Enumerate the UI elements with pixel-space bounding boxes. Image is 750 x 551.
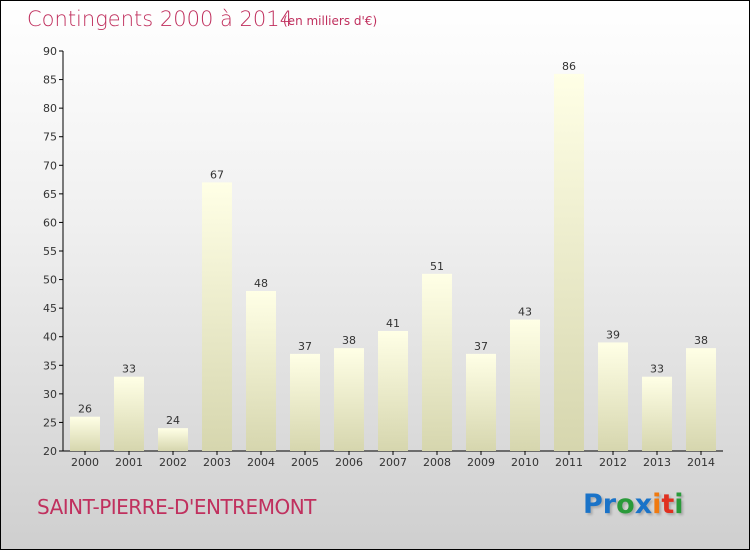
bar — [70, 416, 100, 451]
x-tick-label: 2013 — [643, 456, 671, 469]
bar — [642, 376, 672, 451]
bar — [686, 348, 716, 451]
data-label: 41 — [386, 317, 400, 330]
data-label: 33 — [650, 363, 664, 376]
data-label: 43 — [518, 306, 532, 319]
bar — [378, 331, 408, 451]
x-tick-label: 2009 — [467, 456, 495, 469]
y-tick-label: 85 — [43, 74, 57, 87]
bar — [158, 428, 188, 451]
bar — [466, 353, 496, 451]
x-tick-label: 2012 — [599, 456, 627, 469]
y-tick-label: 75 — [43, 131, 57, 144]
data-label: 51 — [430, 260, 444, 273]
y-tick-label: 55 — [43, 245, 57, 258]
data-label: 37 — [474, 340, 488, 353]
bar — [554, 73, 584, 451]
y-tick-label: 30 — [43, 388, 57, 401]
bar — [246, 291, 276, 451]
x-tick-label: 2004 — [247, 456, 275, 469]
x-tick-label: 2000 — [71, 456, 99, 469]
proxiti-logo[interactable]: Proxiti — [583, 489, 684, 520]
y-tick-label: 25 — [43, 416, 57, 429]
x-tick-label: 2001 — [115, 456, 143, 469]
data-label: 86 — [562, 60, 576, 73]
x-tick-label: 2008 — [423, 456, 451, 469]
commune-name: SAINT-PIERRE-D'ENTREMONT — [37, 495, 316, 519]
x-tick-label: 2010 — [511, 456, 539, 469]
x-tick-label: 2005 — [291, 456, 319, 469]
y-tick-label: 65 — [43, 188, 57, 201]
data-label: 33 — [122, 363, 136, 376]
bar — [290, 353, 320, 451]
y-tick-label: 90 — [43, 45, 57, 58]
x-tick-label: 2002 — [159, 456, 187, 469]
bar — [510, 319, 540, 451]
y-tick-label: 50 — [43, 274, 57, 287]
y-tick-label: 60 — [43, 216, 57, 229]
x-tick-label: 2003 — [203, 456, 231, 469]
data-label: 38 — [342, 334, 356, 347]
y-tick-label: 40 — [43, 331, 57, 344]
data-label: 48 — [254, 277, 268, 290]
x-tick-label: 2011 — [555, 456, 583, 469]
y-tick-label: 35 — [43, 359, 57, 372]
data-label: 26 — [78, 403, 92, 416]
bar — [598, 342, 628, 451]
data-label: 37 — [298, 340, 312, 353]
y-tick-label: 45 — [43, 302, 57, 315]
bar — [422, 273, 452, 451]
y-tick-label: 70 — [43, 159, 57, 172]
data-label: 67 — [210, 168, 224, 181]
y-tick-label: 20 — [43, 445, 57, 458]
data-label: 38 — [694, 334, 708, 347]
bar — [114, 376, 144, 451]
y-tick-label: 80 — [43, 102, 57, 115]
bar — [202, 182, 232, 451]
x-tick-label: 2014 — [687, 456, 715, 469]
bar — [334, 348, 364, 451]
x-tick-label: 2007 — [379, 456, 407, 469]
x-tick-label: 2006 — [335, 456, 363, 469]
chart-title: Contingents 2000 à 2014 — [27, 7, 293, 31]
data-label: 24 — [166, 414, 180, 427]
data-label: 39 — [606, 328, 620, 341]
chart-subtitle: (en milliers d'€) — [283, 14, 378, 28]
